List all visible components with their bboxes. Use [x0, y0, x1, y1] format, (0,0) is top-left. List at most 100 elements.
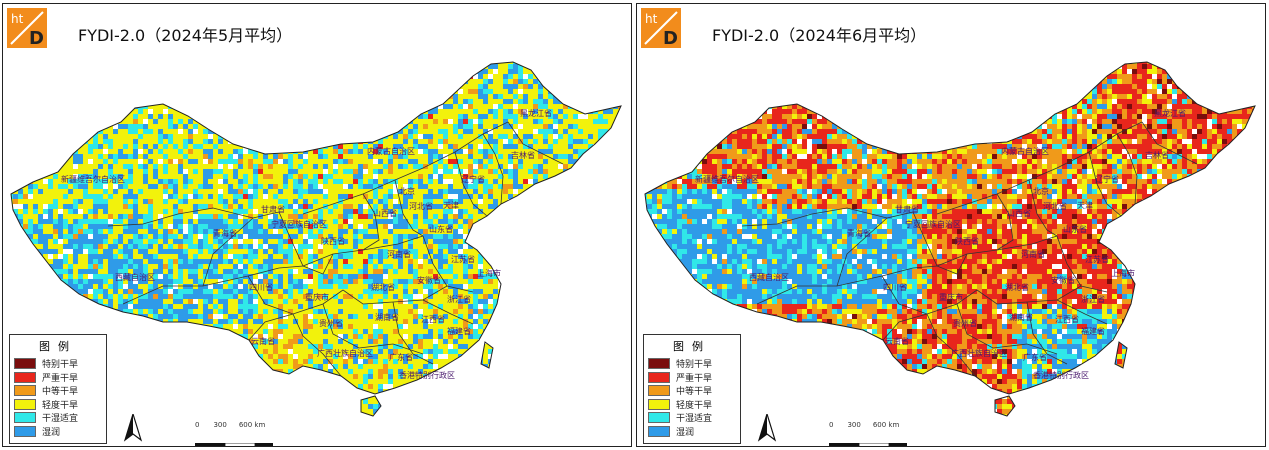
province-label: 香港特别行政区	[1033, 370, 1089, 380]
province-boundary	[292, 313, 342, 377]
province-label: 内蒙古自治区	[1001, 146, 1049, 156]
province-label: 吉林省	[1145, 150, 1169, 160]
province-label: 湖南省	[375, 312, 399, 322]
province-label: 四川省	[249, 282, 273, 292]
country-border	[10, 61, 622, 395]
map-title: FYDI-2.0（2024年5月平均）	[78, 26, 293, 45]
province-boundary	[362, 193, 380, 251]
legend-label: 湿润	[676, 427, 695, 438]
map-panel-may: 黑龙江省 吉林省 辽宁省 内蒙古自治区 新疆维吾尔自治区 甘肃省 宁夏回族自治区 山西省 河北省…	[2, 3, 632, 447]
province-boundary	[394, 179, 424, 237]
legend-label: 严重干旱	[676, 373, 713, 384]
legend-swatch	[648, 358, 670, 370]
province-label: 山西省	[373, 208, 397, 218]
province-boundary	[1056, 235, 1108, 293]
province-label: 贵州省	[953, 318, 977, 328]
province-label: 安徽省	[417, 275, 441, 285]
province-label: 上海市	[1111, 268, 1135, 278]
province-boundary	[202, 217, 254, 287]
province-label: 湖北省	[1005, 282, 1029, 292]
legend-swatch	[648, 371, 670, 383]
province-label: 西藏自治区	[749, 272, 789, 282]
province-label: 上海市	[477, 268, 501, 278]
province-label: 江西省	[1055, 314, 1079, 324]
legend-label: 特别干旱	[42, 360, 79, 371]
province-label: 江西省	[421, 314, 445, 324]
province-label: 内蒙古自治区	[367, 146, 415, 156]
logo-icon: ht D	[7, 8, 47, 49]
legend-label: 中等干旱	[676, 387, 713, 398]
province-label: 河南省	[387, 249, 411, 259]
province-label: 湖南省	[1009, 312, 1033, 322]
legend-swatch	[648, 412, 670, 424]
legend-swatch	[14, 371, 36, 383]
province-label: 广西壮族自治区	[951, 348, 1007, 358]
scale-labels: 0 300 600 km	[829, 421, 899, 429]
legend-item: 特别干旱	[10, 357, 106, 371]
province-boundary	[107, 207, 280, 227]
legend-swatch	[648, 398, 670, 410]
province-label: 云南省	[251, 336, 275, 346]
province-label: 天津	[443, 200, 459, 210]
province-boundary	[912, 211, 938, 269]
legend-item: 特别干旱	[644, 357, 740, 371]
scale-tick-label: 0	[195, 421, 200, 429]
country-border	[360, 395, 382, 417]
province-boundary	[936, 253, 968, 275]
legend-label: 轻度干旱	[676, 400, 713, 411]
province-label: 北京	[399, 186, 415, 196]
province-label: 浙江省	[1081, 294, 1105, 304]
province-label: 陕西省	[955, 236, 979, 246]
province-label: 湖北省	[371, 282, 395, 292]
scale-tick-label: 300	[213, 421, 227, 429]
legend-title: 图例	[39, 340, 77, 353]
province-boundary	[926, 313, 976, 377]
province-boundary	[422, 235, 474, 293]
legend-swatch	[648, 425, 670, 437]
legend-label: 干湿适宜	[42, 414, 79, 425]
province-boundary	[956, 303, 1058, 355]
legend: 图例 特别干旱 严重干旱 中等干旱 轻度干旱 干湿适宜 湿润	[9, 334, 107, 444]
legend-label: 干湿适宜	[676, 414, 713, 425]
legend-label: 特别干旱	[676, 360, 713, 371]
country-border	[1114, 341, 1128, 369]
legend-item: 干湿适宜	[10, 411, 106, 425]
country-border	[480, 341, 494, 369]
legend-item: 轻度干旱	[10, 398, 106, 412]
province-boundary	[507, 121, 564, 165]
legend-item: 中等干旱	[644, 384, 740, 398]
province-boundary	[392, 301, 434, 365]
legend-label: 严重干旱	[42, 373, 79, 384]
province-boundary	[454, 151, 488, 217]
legend-swatch	[648, 385, 670, 397]
province-label: 宁夏回族自治区	[271, 219, 327, 229]
map-title: FYDI-2.0（2024年6月平均）	[712, 26, 927, 45]
province-label: 北京	[1033, 186, 1049, 196]
province-label: 吉林省	[511, 150, 535, 160]
province-label: 甘肃省	[895, 204, 919, 214]
legend-item: 轻度干旱	[644, 398, 740, 412]
province-label: 西藏自治区	[115, 272, 155, 282]
province-label: 新疆维吾尔自治区	[695, 174, 759, 184]
province-boundary	[1141, 121, 1198, 165]
province-label: 福建省	[1081, 326, 1105, 336]
province-boundary	[1088, 151, 1122, 217]
legend-label: 湿润	[42, 427, 61, 438]
province-label: 甘肃省	[261, 204, 285, 214]
province-boundary	[996, 193, 1014, 251]
province-label: 青海省	[213, 228, 237, 238]
legend-item: 严重干旱	[10, 371, 106, 385]
province-boundary	[422, 299, 474, 325]
province-label: 黑龙江省	[520, 108, 552, 118]
north-arrow-icon	[123, 411, 143, 446]
province-boundary	[1056, 299, 1108, 325]
scale-tick-label: 600 km	[238, 421, 266, 429]
north-arrow-icon	[757, 411, 777, 446]
logo-icon: ht D	[641, 8, 681, 49]
province-label: 香港特别行政区	[399, 370, 455, 380]
province-label: 广西壮族自治区	[317, 348, 373, 358]
province-label: 辽宁省	[461, 174, 485, 184]
scale-tick-label: 0	[829, 421, 834, 429]
